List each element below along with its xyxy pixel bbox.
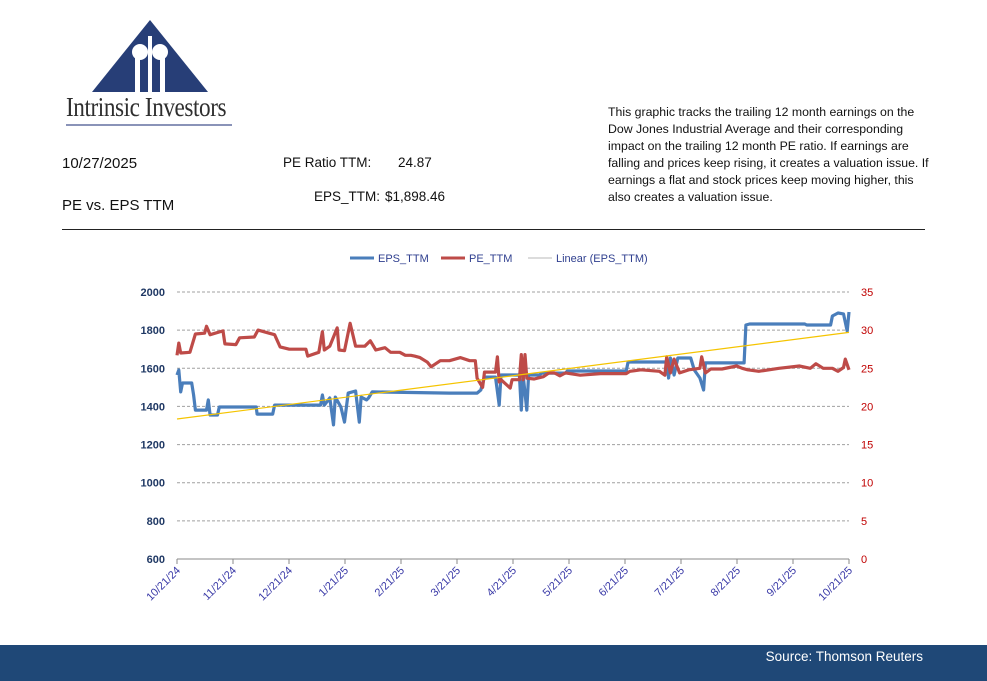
y-left-tick-label: 1400 — [141, 401, 165, 413]
y-left-tick-label: 600 — [147, 554, 165, 566]
y-right-tick-label: 20 — [861, 401, 873, 413]
x-tick-label: 7/21/25 — [653, 565, 687, 599]
report-date: 10/27/2025 — [62, 155, 138, 172]
description-text: This graphic tracks the trailing 12 mont… — [608, 105, 929, 204]
y-left-tick-label: 2000 — [141, 287, 165, 299]
y-right-tick-label: 5 — [861, 516, 867, 528]
pe-ratio-value: 24.87 — [398, 155, 432, 170]
x-tick-label: 10/21/25 — [816, 565, 855, 604]
footer-bar: Source: Thomson Reuters — [0, 645, 987, 681]
x-tick-label: 10/21/24 — [144, 565, 183, 604]
y-left-tick-label: 1200 — [141, 440, 165, 452]
x-tick-label: 12/21/24 — [256, 565, 295, 604]
x-tick-label: 6/21/25 — [597, 565, 631, 599]
y-right-tick-label: 0 — [861, 554, 867, 566]
y-right-tick-label: 15 — [861, 440, 873, 452]
y-left-tick-label: 1000 — [141, 478, 165, 490]
y-right-tick-label: 25 — [861, 363, 873, 375]
header-divider — [62, 229, 925, 230]
y-right-tick-label: 10 — [861, 478, 873, 490]
pe-ratio-label: PE Ratio TTM: — [283, 155, 372, 170]
x-tick-label: 8/21/25 — [709, 565, 743, 599]
eps-label: EPS_TTM: — [314, 189, 381, 204]
y-right-tick-label: 30 — [861, 325, 873, 337]
chart-legend: EPS_TTM PE_TTM Linear (EPS_TTM) — [350, 253, 648, 265]
intrinsic-investors-logo — [92, 20, 208, 92]
legend-trend: Linear (EPS_TTM) — [556, 253, 648, 265]
eps-value: $1,898.46 — [385, 189, 446, 204]
legend-eps: EPS_TTM — [378, 253, 429, 265]
y-left-tick-label: 800 — [147, 516, 165, 528]
y-left-tick-label: 1600 — [141, 363, 165, 375]
x-tick-label: 9/21/25 — [765, 565, 799, 599]
legend-pe: PE_TTM — [469, 253, 512, 265]
x-tick-label: 4/21/25 — [485, 565, 519, 599]
eps-linear-trendline — [176, 331, 850, 420]
report-subtitle: PE vs. EPS TTM — [62, 197, 175, 214]
pe-ttm-line — [175, 321, 851, 390]
x-tick-label: 1/21/25 — [317, 565, 351, 599]
x-tick-label: 2/21/25 — [373, 565, 407, 599]
source-text: Source: Thomson Reuters — [765, 649, 923, 664]
x-tick-label: 11/21/24 — [201, 565, 239, 603]
y-right-tick-label: 35 — [861, 287, 873, 299]
logo-wordmark: Intrinsic Investors — [66, 92, 227, 122]
logo-underline — [66, 124, 232, 126]
eps-ttm-line — [175, 311, 851, 427]
x-tick-label: 5/21/25 — [541, 565, 575, 599]
x-tick-label: 3/21/25 — [429, 565, 463, 599]
y-left-tick-label: 1800 — [141, 325, 165, 337]
pe-vs-eps-chart: EPS_TTM PE_TTM Linear (EPS_TTM) 600 800 10… — [141, 253, 874, 604]
